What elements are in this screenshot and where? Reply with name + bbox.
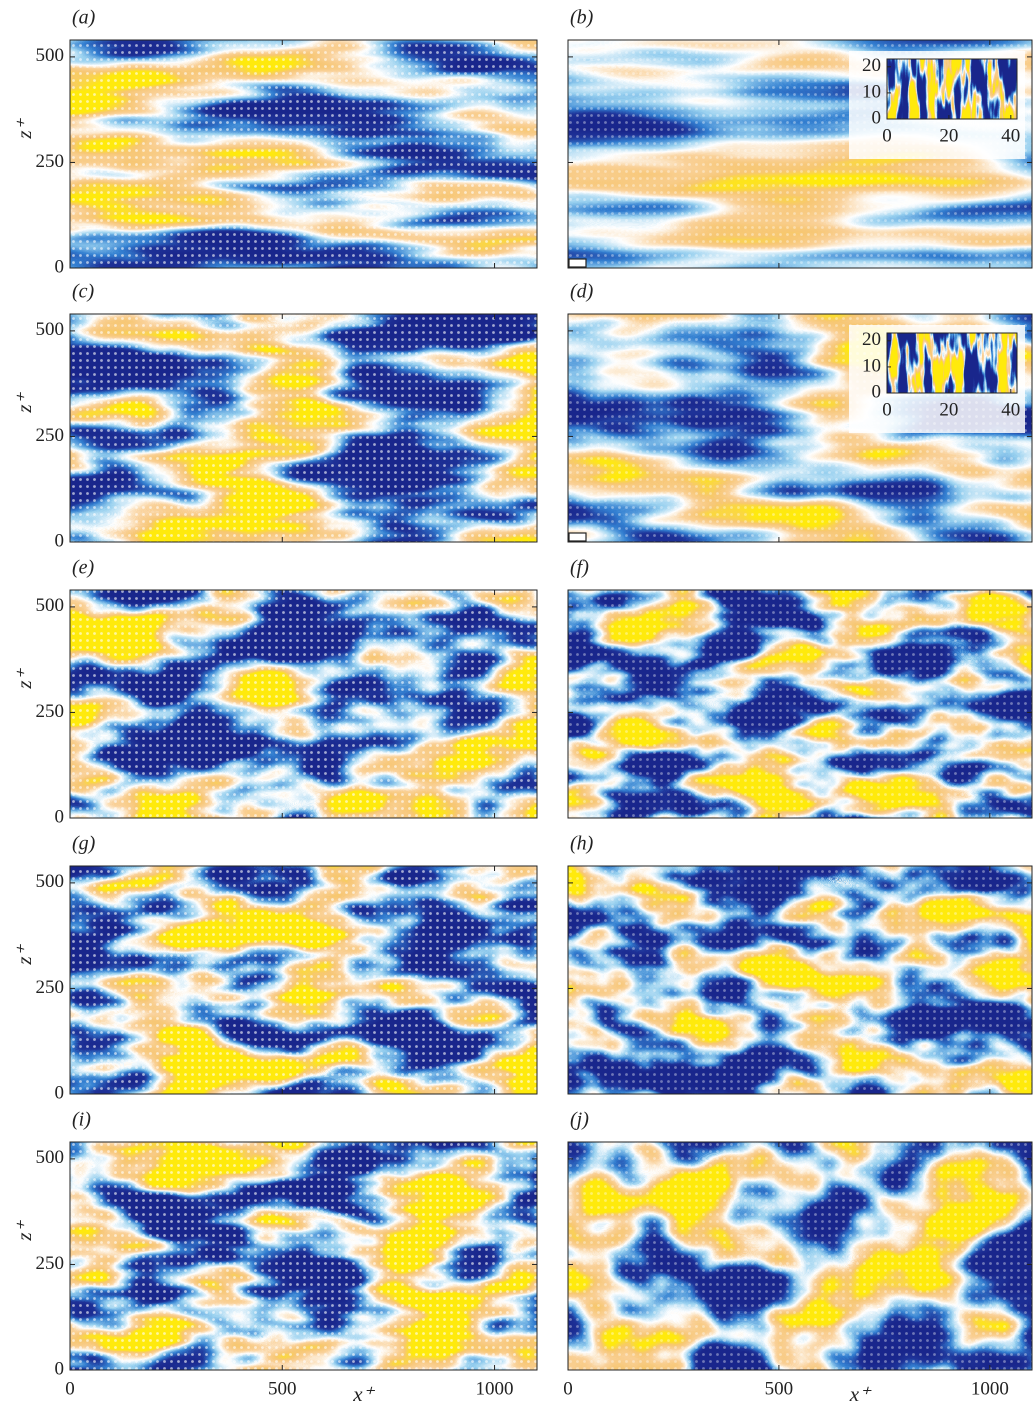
y-axis-label: z⁺ xyxy=(12,117,36,139)
dot-grid xyxy=(70,590,537,818)
panel: (e) 0 250 500 z⁺ xyxy=(12,557,538,827)
frame xyxy=(567,313,1033,543)
x-axis-label: x⁺ xyxy=(352,1382,375,1406)
y-axis-label: z⁺ xyxy=(12,391,36,413)
panel-label: (b) xyxy=(570,7,594,29)
inset-frame xyxy=(886,332,1018,394)
panel-label: (a) xyxy=(72,7,96,29)
frame xyxy=(567,1141,1033,1371)
panel: (a) 0 250 500 z⁺ xyxy=(12,7,538,277)
panel-label: (h) xyxy=(570,833,594,855)
inset-frame xyxy=(886,58,1018,120)
inset-x-tick-label: 0 xyxy=(882,399,892,420)
y-tick-label: 500 xyxy=(36,319,65,340)
dot-grid xyxy=(70,40,537,268)
x-axis-label: x⁺ xyxy=(849,1382,872,1406)
y-tick-label: 250 xyxy=(36,151,65,172)
x-tick-label: 500 xyxy=(268,1378,297,1399)
panel-label: (g) xyxy=(72,833,96,855)
y-tick-label: 500 xyxy=(36,45,65,66)
y-tick-label: 250 xyxy=(36,701,65,722)
panel: (f) xyxy=(567,557,1033,819)
x-tick-label: 1000 xyxy=(971,1378,1009,1399)
y-tick-label: 0 xyxy=(55,256,65,277)
panel: (c) 0 250 500 z⁺ xyxy=(12,281,538,551)
dot-grid xyxy=(70,1142,537,1370)
y-tick-label: 250 xyxy=(36,1253,65,1274)
inset-x-tick-label: 40 xyxy=(1001,399,1020,420)
panel: (j) 0 500 1000 x⁺ xyxy=(563,1109,1033,1406)
panel-label: (j) xyxy=(570,1109,589,1131)
x-tick-label: 1000 xyxy=(476,1378,514,1399)
inset-y-tick-label: 0 xyxy=(872,381,882,402)
panel: (b) 0 10 20 0 20 40 xyxy=(567,7,1033,269)
panel-label: (c) xyxy=(72,281,95,303)
inset-marker xyxy=(568,258,587,268)
inset-x-tick-label: 0 xyxy=(882,125,892,146)
panel-label: (f) xyxy=(570,557,589,579)
frame xyxy=(567,589,1033,819)
y-tick-label: 0 xyxy=(55,530,65,551)
inset-y-tick-label: 10 xyxy=(862,81,881,102)
dot-grid xyxy=(568,1142,1032,1370)
inset-x-tick-label: 20 xyxy=(939,125,958,146)
panel-label: (i) xyxy=(72,1109,91,1131)
inset-image xyxy=(887,333,1017,393)
frame xyxy=(69,39,538,269)
dot-grid xyxy=(568,590,1032,818)
frame xyxy=(69,313,538,543)
frame xyxy=(69,589,538,819)
y-tick-label: 250 xyxy=(36,977,65,998)
y-axis-label: z⁺ xyxy=(12,1219,36,1241)
x-tick-label: 0 xyxy=(65,1378,75,1399)
y-tick-label: 500 xyxy=(36,871,65,892)
panel: (i) 0 250 500 0 500 1000 z⁺ x⁺ xyxy=(12,1109,538,1406)
y-tick-label: 0 xyxy=(55,1358,65,1379)
inset-marker xyxy=(568,532,587,542)
inset-y-tick-label: 10 xyxy=(862,355,881,376)
frame xyxy=(567,865,1033,1095)
panel: (g) 0 250 500 z⁺ xyxy=(12,833,538,1103)
frame xyxy=(69,865,538,1095)
inset-x-tick-label: 40 xyxy=(1001,125,1020,146)
y-tick-label: 250 xyxy=(36,425,65,446)
y-tick-label: 0 xyxy=(55,1082,65,1103)
y-axis-label: z⁺ xyxy=(12,943,36,965)
inset-y-tick-label: 20 xyxy=(862,55,881,76)
dot-grid xyxy=(70,866,537,1094)
inset-y-tick-label: 20 xyxy=(862,329,881,350)
panel: (d) 0 10 20 0 20 40 xyxy=(567,281,1033,543)
inset-image xyxy=(887,59,1017,119)
frame xyxy=(567,39,1033,269)
x-tick-label: 0 xyxy=(563,1378,573,1399)
panel: (h) xyxy=(567,833,1033,1095)
x-tick-label: 500 xyxy=(765,1378,794,1399)
panel-label: (d) xyxy=(570,281,594,303)
y-tick-label: 0 xyxy=(55,806,65,827)
frame xyxy=(69,1141,538,1371)
y-axis-label: z⁺ xyxy=(12,667,36,689)
inset-y-tick-label: 0 xyxy=(872,107,882,128)
y-tick-label: 500 xyxy=(36,595,65,616)
inset-x-tick-label: 20 xyxy=(939,399,958,420)
y-tick-label: 500 xyxy=(36,1147,65,1168)
panel-label: (e) xyxy=(72,557,95,579)
dot-grid xyxy=(568,866,1032,1094)
dot-grid xyxy=(70,314,537,542)
